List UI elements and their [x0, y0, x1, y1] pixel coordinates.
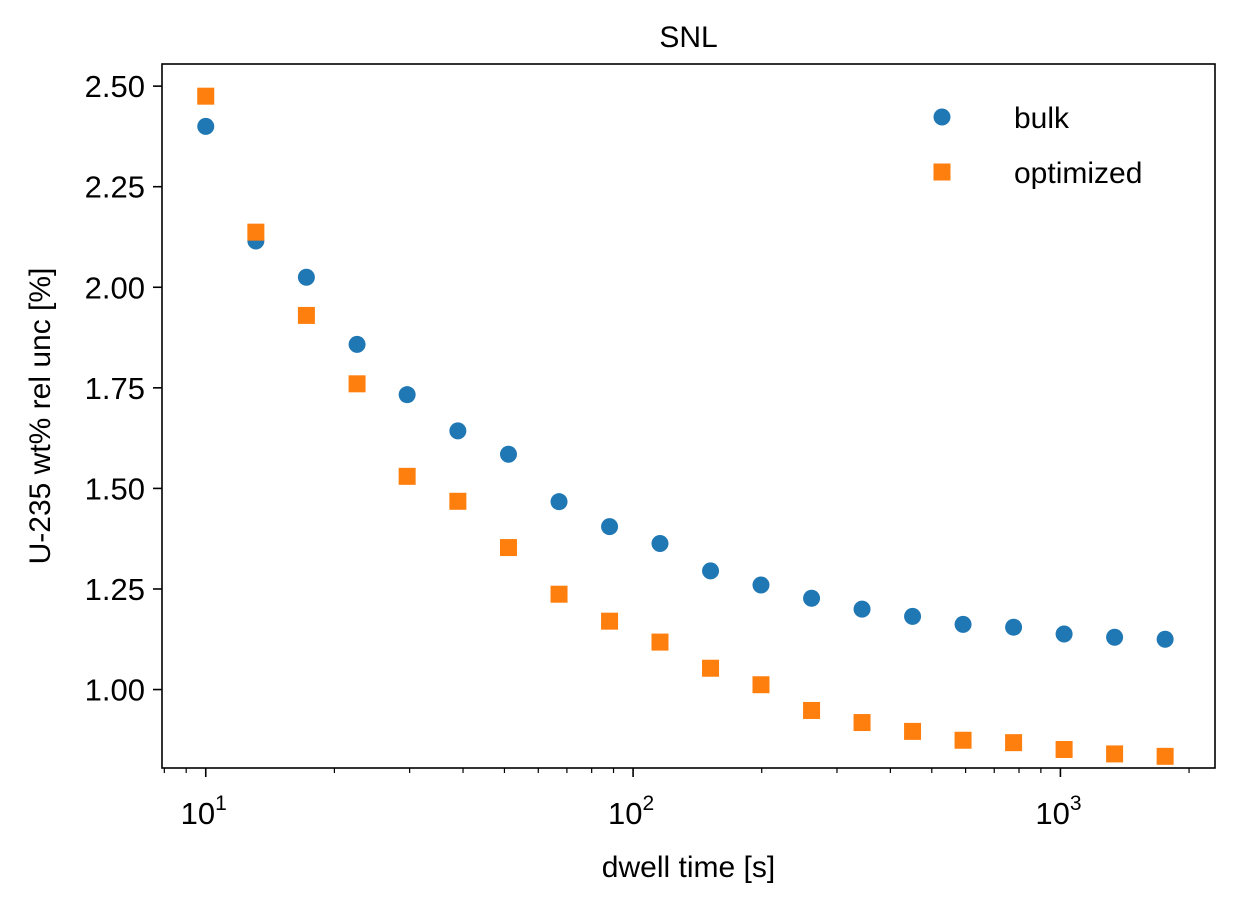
optimized-point	[197, 87, 215, 105]
legend-marker-optimized	[933, 163, 951, 181]
x-tick-label: 103	[1035, 792, 1081, 831]
y-axis-label: U-235 wt% rel unc [%]	[24, 268, 57, 565]
axis-ticks: 1.00 1.25 1.50 1.75 2.00 2.25 2.50 101 102 103	[85, 69, 1190, 831]
bulk-point	[601, 518, 619, 536]
bulk-point	[803, 589, 821, 607]
bulk-point	[702, 562, 720, 580]
y-tick-label: 1.00	[85, 673, 145, 708]
legend-label-bulk: bulk	[1014, 102, 1070, 135]
optimized-point	[954, 731, 972, 749]
optimized-point	[702, 659, 720, 677]
bulk-point	[1156, 630, 1174, 648]
legend-label-optimized: optimized	[1014, 157, 1142, 190]
chart-title: SNL	[659, 21, 717, 54]
bulk-point	[1055, 625, 1073, 643]
optimized-point	[297, 306, 315, 324]
y-tick-label: 1.75	[85, 371, 145, 406]
plot-frame	[161, 63, 1216, 769]
bulk-point	[297, 268, 315, 286]
optimized-point	[1156, 747, 1174, 765]
bulk-point	[651, 535, 669, 553]
optimized-point	[1106, 745, 1124, 763]
optimized-point	[449, 492, 467, 510]
bulk-point	[954, 615, 972, 633]
optimized-point	[247, 223, 265, 241]
bulk-point	[1005, 618, 1023, 636]
optimized-point	[904, 722, 922, 740]
bulk-point	[197, 117, 215, 135]
optimized-point	[803, 701, 821, 719]
legend-marker-bulk	[933, 108, 951, 126]
optimized-point	[1055, 740, 1073, 758]
optimized-point	[651, 633, 669, 651]
bulk-point	[550, 493, 568, 511]
bulk-point	[398, 386, 416, 404]
y-tick-label: 2.50	[85, 69, 145, 104]
optimized-point	[550, 585, 568, 603]
x-tick-label: 102	[608, 792, 654, 831]
optimized-point	[499, 539, 517, 557]
y-tick-label: 2.00	[85, 270, 145, 305]
bulk-point	[853, 600, 871, 618]
bulk-point	[348, 335, 366, 353]
bulk-point	[904, 607, 922, 625]
x-tick-label: 101	[181, 792, 227, 831]
optimized-point	[752, 676, 770, 694]
y-tick-label: 2.25	[85, 170, 145, 205]
y-tick-label: 1.50	[85, 471, 145, 506]
plot-marks	[197, 87, 1174, 765]
legend: bulk optimized	[933, 102, 1142, 190]
bulk-point	[752, 576, 770, 594]
optimized-point	[1005, 734, 1023, 752]
x-axis-label: dwell time [s]	[602, 851, 775, 884]
bulk-point	[499, 445, 517, 463]
y-tick-label: 1.25	[85, 572, 145, 607]
optimized-point	[398, 467, 416, 485]
bulk-point	[449, 422, 467, 440]
bulk-point	[1106, 628, 1124, 646]
optimized-point	[601, 612, 619, 630]
optimized-point	[853, 714, 871, 732]
optimized-point	[348, 375, 366, 393]
